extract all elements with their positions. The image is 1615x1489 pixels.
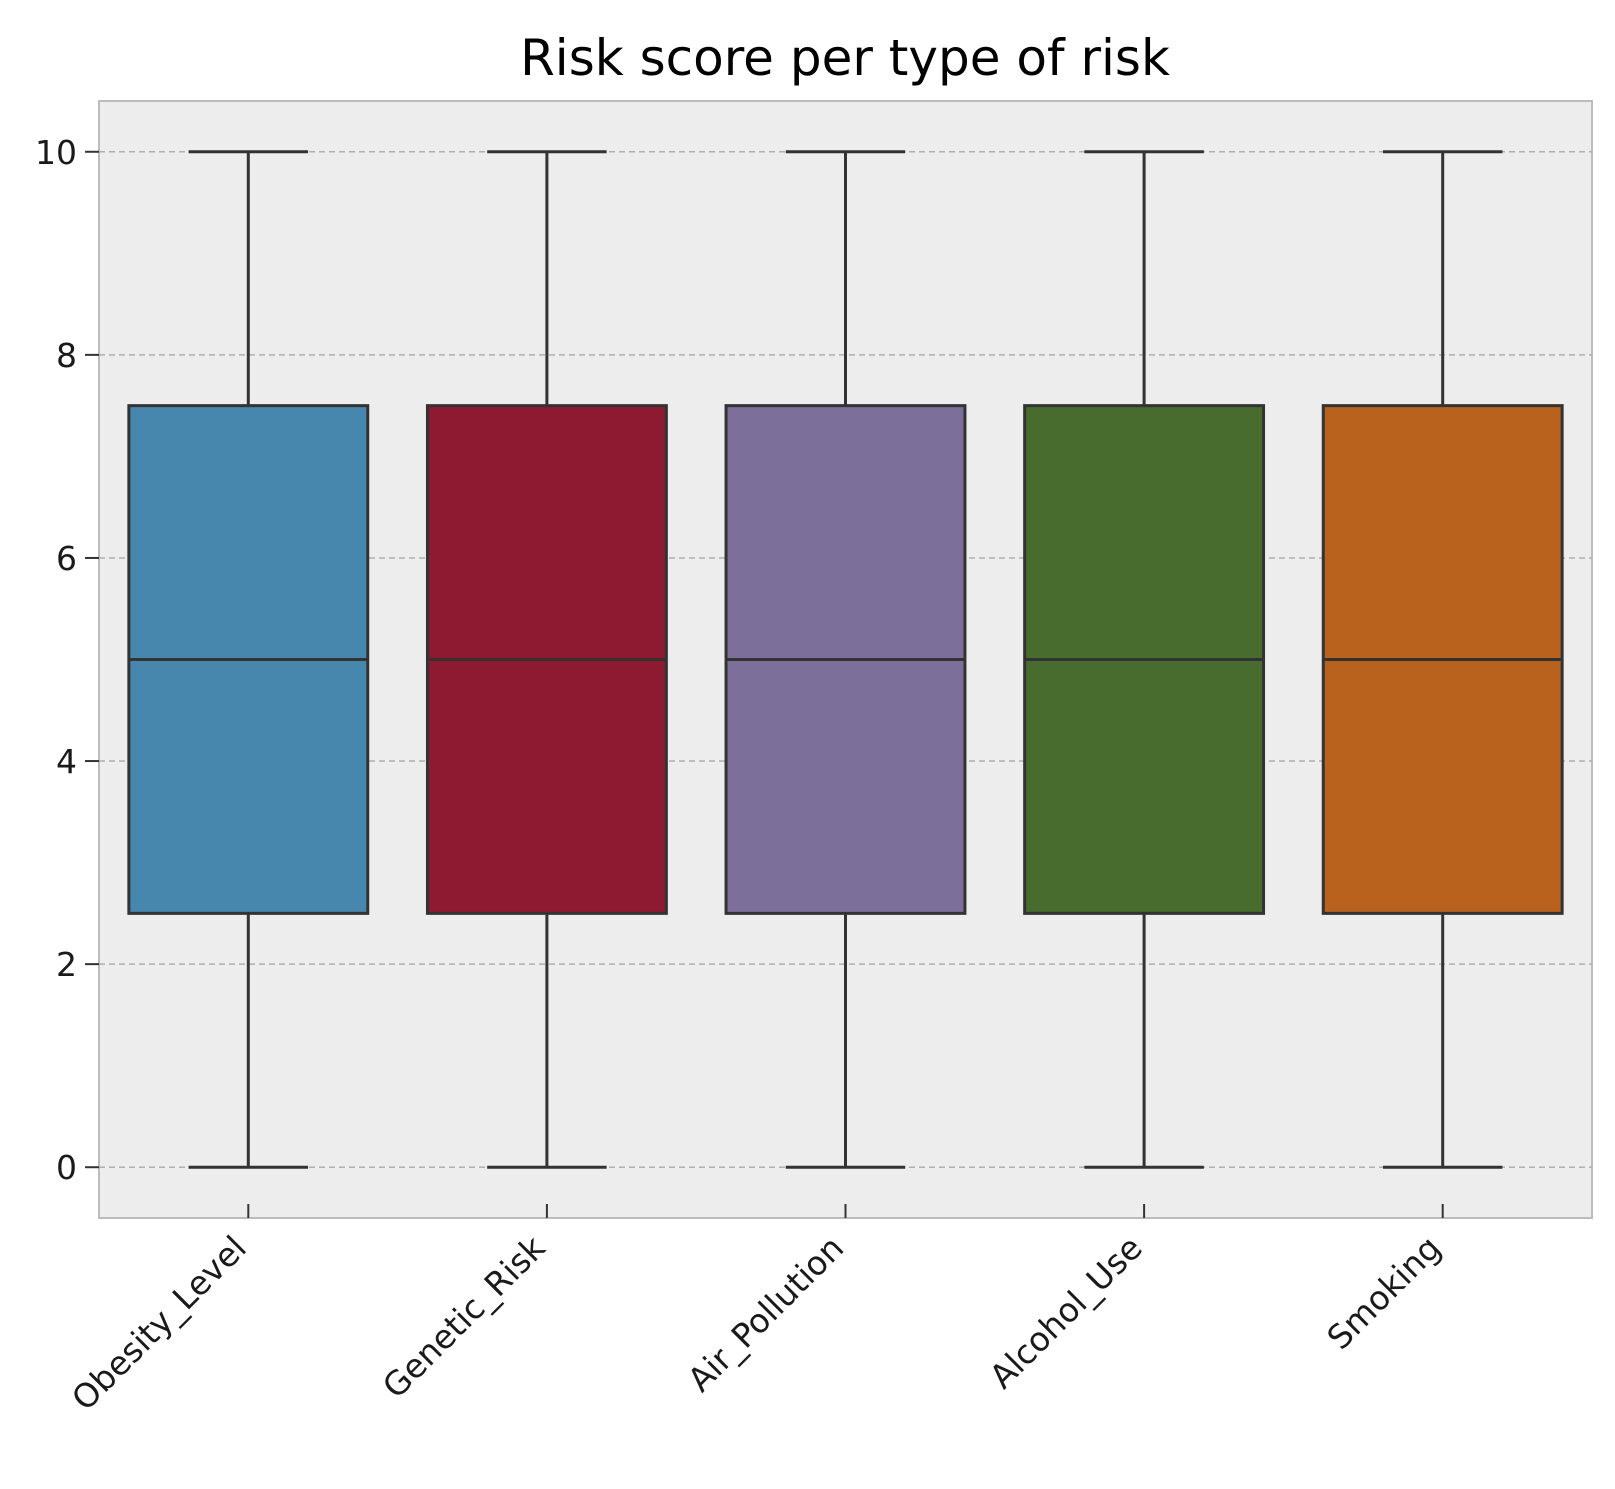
- x-tick-label: Genetic_Risk: [375, 1227, 553, 1405]
- y-tick-label: 0: [56, 1148, 77, 1187]
- y-tick-label: 10: [35, 133, 77, 172]
- y-tick-label: 8: [56, 336, 77, 375]
- x-tick-label: Obesity_Level: [64, 1228, 254, 1418]
- x-axis-ticks: Obesity_Level Genetic_Risk Air_Pollution Al…: [64, 1204, 1448, 1418]
- y-axis-ticks: 0 2 4 6 8 10: [35, 133, 99, 1187]
- y-tick-label: 2: [56, 945, 77, 984]
- y-tick-label: 6: [56, 539, 77, 578]
- x-tick-label: Smoking: [1319, 1228, 1448, 1357]
- x-tick-label: Alcohol_Use: [982, 1228, 1150, 1396]
- box-Alcohol_Use: [1023, 150, 1266, 1169]
- chart-title: Risk score per type of risk: [520, 29, 1170, 87]
- box-Obesity_Level: [127, 150, 370, 1169]
- y-tick-label: 4: [56, 742, 77, 781]
- boxes: [127, 150, 1564, 1169]
- box-Air_Pollution: [724, 150, 967, 1169]
- box-Genetic_Risk: [425, 150, 668, 1169]
- x-tick-label: Air_Pollution: [680, 1228, 851, 1399]
- box-Smoking: [1321, 150, 1564, 1169]
